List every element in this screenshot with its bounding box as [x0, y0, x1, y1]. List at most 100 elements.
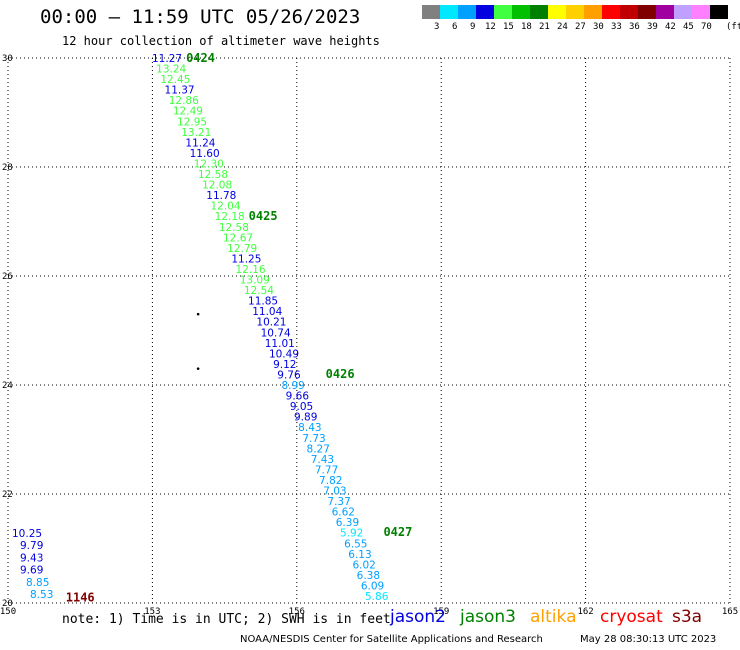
swh-reading: 9.66: [286, 391, 310, 403]
legend-tick-label: 36: [629, 22, 640, 32]
pass-time-label: 0427: [383, 525, 412, 539]
swh-reading: 9.89: [294, 412, 317, 424]
lon-tick-label: 165: [722, 607, 738, 617]
swh-reading: 10.74: [261, 327, 291, 339]
swh-reading: 9.76: [277, 369, 301, 381]
legend-swatch: [674, 5, 692, 19]
swh-reading: 12.08: [202, 180, 232, 192]
swh-reading: 10.25: [12, 528, 42, 540]
legend-tick-label: 18: [521, 22, 532, 32]
satellite-legend-item: jason3: [460, 607, 516, 627]
satellite-legend-item: cryosat: [600, 607, 663, 627]
swh-reading: 9.05: [290, 401, 313, 413]
legend-swatch: [692, 5, 710, 19]
legend-swatch: [584, 5, 602, 19]
swh-reading: 8.53: [30, 589, 53, 601]
lat-tick-label: 22: [2, 490, 13, 500]
legend-swatch: [440, 5, 458, 19]
swh-reading: 6.09: [361, 580, 384, 592]
legend-tick-label: 21: [539, 22, 550, 32]
swh-reading: 11.04: [252, 306, 282, 318]
swh-reading: 12.58: [219, 222, 249, 234]
legend-tick-label: 45: [683, 22, 694, 32]
legend-tick-label: 39: [647, 22, 658, 32]
page-subtitle: 12 hour collection of altimeter wave hei…: [62, 34, 380, 48]
swh-reading: 12.54: [244, 285, 274, 297]
swh-reading: 9.12: [273, 359, 296, 371]
swh-reading: 12.86: [169, 95, 199, 107]
swh-reading: 10.21: [256, 317, 286, 329]
swh-reading: 7.73: [302, 433, 325, 445]
lon-tick-label: 153: [144, 607, 160, 617]
swh-reading: 13.09: [240, 275, 270, 287]
swh-reading: 6.62: [332, 507, 355, 519]
lat-tick-label: 30: [2, 54, 13, 64]
swh-reading: 12.67: [223, 232, 253, 244]
swh-reading: 7.77: [315, 464, 338, 476]
swh-reading: 12.16: [236, 264, 266, 276]
satellite-legend-item: s3a: [672, 607, 703, 627]
swh-reading: 8.43: [298, 422, 321, 434]
legend-tick-label: 24: [557, 22, 568, 32]
swh-reading: 9.43: [20, 552, 43, 564]
swh-reading: 12.58: [198, 169, 228, 181]
swh-reading: 12.30: [194, 158, 224, 170]
swh-reading: 6.02: [352, 559, 375, 571]
lat-tick-label: 24: [2, 381, 13, 391]
swh-reading: 11.25: [231, 253, 261, 265]
legend-swatch: [548, 5, 566, 19]
legend-tick-label: 3: [434, 22, 440, 32]
swh-reading: 6.38: [357, 570, 380, 582]
page-title: 00:00 – 11:59 UTC 05/26/2023: [40, 6, 361, 28]
satellite-legend-item: jason2: [390, 607, 446, 627]
swh-reading: 13.21: [181, 127, 211, 139]
footer-note: note: 1) Time is in UTC; 2) SWH is in fe…: [62, 612, 391, 627]
swh-reading: 11.60: [190, 148, 220, 160]
swh-reading: 12.49: [173, 106, 203, 118]
credit-text: NOAA/NESDIS Center for Satellite Applica…: [240, 634, 543, 645]
lon-tick-label: 162: [577, 607, 593, 617]
swh-reading: 9.69: [20, 565, 43, 577]
swh-reading: 10.49: [269, 348, 299, 360]
swh-reading: 12.95: [177, 116, 207, 128]
pass-time-label: 0424: [186, 51, 215, 65]
legend-tick-label: 30: [593, 22, 604, 32]
legend-swatch: [620, 5, 638, 19]
legend-swatch: [530, 5, 548, 19]
swh-reading: 6.13: [348, 549, 371, 561]
swh-reading: 8.27: [307, 443, 330, 455]
lat-tick-label: 26: [2, 272, 13, 282]
swh-reading: 11.37: [165, 85, 195, 97]
legend-tick-label: 33: [611, 22, 622, 32]
legend-tick-label: 42: [665, 22, 676, 32]
legend-unit: (ft): [726, 22, 740, 32]
legend-swatch: [476, 5, 494, 19]
island-dot: [196, 312, 200, 316]
swh-reading: 11.27: [152, 53, 182, 65]
swh-reading: 7.43: [311, 454, 334, 466]
swh-reading: 8.85: [26, 577, 49, 589]
swh-reading: 11.24: [185, 137, 215, 149]
satellite-legend-item: altika: [530, 607, 577, 627]
legend-swatch: [512, 5, 530, 19]
swh-reading: 5.86: [365, 591, 389, 603]
legend-tick-label: 12: [485, 22, 496, 32]
swh-reading: 6.39: [336, 517, 359, 529]
legend-swatch: [638, 5, 656, 19]
swh-reading: 6.55: [344, 538, 367, 550]
legend-tick-label: 27: [575, 22, 586, 32]
lat-tick-label: 28: [2, 163, 13, 173]
swh-reading: 11.85: [248, 296, 278, 308]
legend-tick-label: 6: [452, 22, 458, 32]
legend-tick-label: 9: [470, 22, 476, 32]
swh-reading: 7.37: [327, 496, 350, 508]
lon-tick-label: 150: [0, 607, 16, 617]
swh-reading: 7.03: [323, 486, 346, 498]
lon-tick-label: 156: [289, 607, 305, 617]
legend-swatch: [422, 5, 440, 19]
swh-reading: 12.04: [210, 201, 240, 213]
legend-tick-label: 15: [503, 22, 514, 32]
legend-swatch: [566, 5, 584, 19]
legend-swatch: [656, 5, 674, 19]
